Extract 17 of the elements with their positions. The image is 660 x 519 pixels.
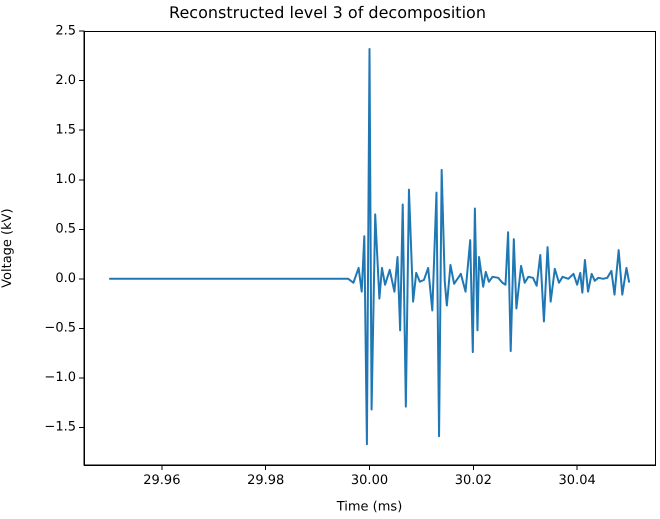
y-axis-title: Voltage (kV) — [0, 208, 16, 288]
y-tick-label: 2.5 — [55, 24, 76, 39]
chart-title: Reconstructed level 3 of decomposition — [169, 2, 486, 22]
x-tick-label: 30.02 — [454, 473, 492, 488]
y-tick-label: −0.5 — [44, 320, 76, 336]
y-tick-label: 0.0 — [55, 271, 76, 286]
y-tick-label: −1.0 — [44, 370, 76, 386]
x-tick-label: 29.98 — [247, 473, 284, 488]
x-axis-title: Time (ms) — [336, 500, 402, 515]
y-tick-label: −1.5 — [44, 420, 76, 435]
x-tick-label: 29.96 — [143, 473, 180, 488]
y-tick-label: 2.0 — [55, 73, 76, 88]
y-tick-label: 1.5 — [55, 122, 76, 138]
y-tick-label: 0.5 — [55, 222, 76, 237]
x-tick-label: 30.04 — [558, 473, 596, 488]
y-tick-label: 1.0 — [55, 172, 76, 188]
x-tick-label: 30.00 — [350, 473, 388, 488]
